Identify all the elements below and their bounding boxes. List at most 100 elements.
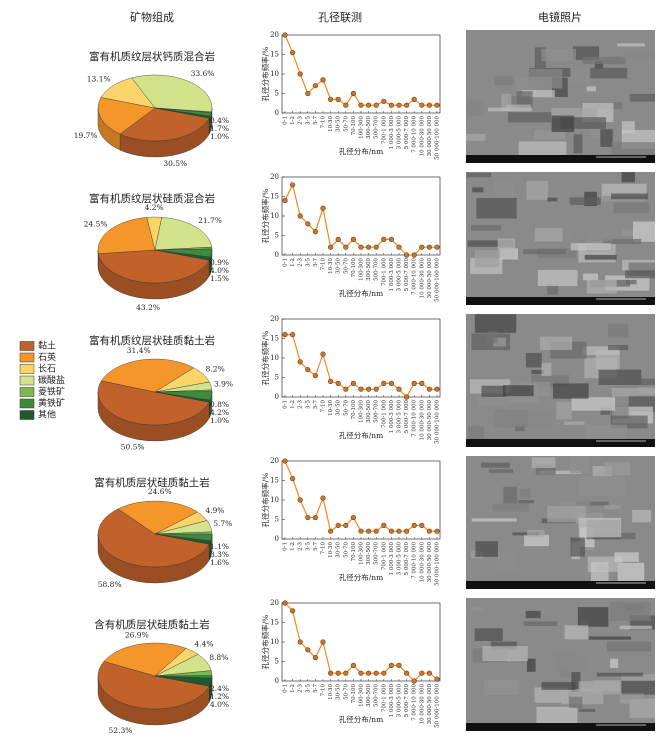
sem-info-bar <box>466 581 655 589</box>
data-label: 1.6% <box>210 558 229 567</box>
data-point <box>426 528 433 534</box>
sem-texture <box>518 141 567 155</box>
sem-texture <box>539 336 573 350</box>
x-tick-label: 500-700 <box>374 684 380 707</box>
data-point <box>404 102 410 108</box>
data-label: 26.9% <box>125 630 149 639</box>
data-label: 21.7% <box>198 216 222 225</box>
x-tick-label: 50-70 <box>343 116 349 132</box>
x-tick-label: 700-1 000 <box>381 684 387 713</box>
sem-texture <box>547 505 587 523</box>
data-point <box>388 236 395 242</box>
sem-texture <box>559 668 571 678</box>
sem-texture <box>572 46 600 60</box>
x-tick-label: 2-3 <box>298 116 304 125</box>
sem-texture <box>471 225 502 231</box>
sem-texture <box>531 457 556 468</box>
data-label: 13.1% <box>87 75 111 84</box>
data-point <box>320 639 326 645</box>
y-tick-label: 15 <box>270 477 279 485</box>
data-point <box>404 252 410 258</box>
plot-frame <box>281 460 441 540</box>
y-tick-label: 0 <box>275 535 279 543</box>
data-label: 33.6% <box>191 69 215 78</box>
x-tick-label: 70-100 <box>351 258 357 278</box>
sem-texture <box>578 517 622 538</box>
sem-info-bar <box>466 155 655 163</box>
y-tick-label: 5 <box>275 232 279 240</box>
sem-texture <box>547 284 559 295</box>
sem-texture <box>525 610 541 619</box>
x-tick-label: 300-500 <box>366 542 372 565</box>
sem-texture <box>526 658 536 672</box>
x-tick-label: 1 000-3 000 <box>389 400 395 434</box>
data-label: 3.9% <box>214 379 233 388</box>
sem-texture <box>492 503 529 512</box>
x-tick-label: 5 000-7 000 <box>404 400 410 434</box>
data-label: 3.3% <box>210 550 229 559</box>
sem-texture <box>467 426 485 439</box>
sem-texture <box>547 197 558 202</box>
y-tick-label: 10 <box>270 496 279 504</box>
y-tick-label: 15 <box>270 193 279 201</box>
x-tick-label: 30 000-50 000 <box>427 542 433 583</box>
x-tick-label: 0-1 <box>283 684 289 693</box>
x-tick-label: 1 000-3 000 <box>389 116 395 150</box>
y-tick-label: 0 <box>275 109 279 117</box>
data-point <box>305 367 311 373</box>
data-point <box>396 244 402 250</box>
data-label: 50.5% <box>121 443 145 452</box>
sem-texture <box>488 469 514 474</box>
data-point <box>426 102 433 108</box>
legend-label: 其他 <box>38 409 56 421</box>
data-label: 8.8% <box>209 653 228 662</box>
data-point <box>328 378 334 385</box>
y-axis-label: 孔径分布频率/% <box>260 473 270 528</box>
x-tick-label: 3-5 <box>305 400 311 409</box>
x-tick-label: 10-30 <box>328 116 334 132</box>
data-label: 2.4% <box>210 684 229 693</box>
sem-texture <box>497 238 515 258</box>
data-point <box>320 77 326 83</box>
sem-texture <box>551 115 575 133</box>
data-point <box>411 678 417 684</box>
pie-slice <box>117 500 198 535</box>
sem-texture <box>536 706 578 723</box>
data-point <box>388 102 395 108</box>
data-point <box>335 236 341 242</box>
sem-texture <box>608 344 629 351</box>
x-tick-label: 1-2 <box>290 684 296 693</box>
sem-texture <box>494 180 514 196</box>
data-point <box>335 96 341 102</box>
sem-texture <box>552 383 589 399</box>
y-tick-label: 15 <box>270 335 279 343</box>
x-tick-label: 300-500 <box>366 684 372 707</box>
x-tick-label: 3 000-5 000 <box>397 684 403 718</box>
sem-texture <box>466 134 486 141</box>
sem-texture <box>524 534 549 547</box>
data-point <box>373 670 379 676</box>
x-tick-label: 100-300 <box>359 116 365 139</box>
data-point <box>381 522 387 528</box>
sem-texture <box>474 628 503 642</box>
x-tick-label: 300-500 <box>366 258 372 281</box>
sem-texture <box>614 552 639 562</box>
sem-texture <box>541 362 552 377</box>
x-tick-label: 500-700 <box>374 400 380 423</box>
data-point <box>335 522 341 528</box>
y-axis-label: 孔径分布频率/% <box>260 615 270 670</box>
y-tick-label: 5 <box>275 516 279 524</box>
sem-texture <box>569 197 601 205</box>
x-tick-label: 300-500 <box>366 400 372 423</box>
data-point <box>396 528 402 534</box>
pie-slice <box>97 380 210 426</box>
sem-texture <box>525 352 542 368</box>
x-tick-label: 2-3 <box>298 400 304 409</box>
pie-slice <box>154 533 211 545</box>
pie-slice <box>97 217 156 254</box>
sem-texture <box>588 636 631 640</box>
sem-texture <box>554 656 587 671</box>
sem-texture <box>621 172 635 183</box>
data-point <box>328 528 334 534</box>
column-header: 电镜照片 <box>538 10 582 24</box>
